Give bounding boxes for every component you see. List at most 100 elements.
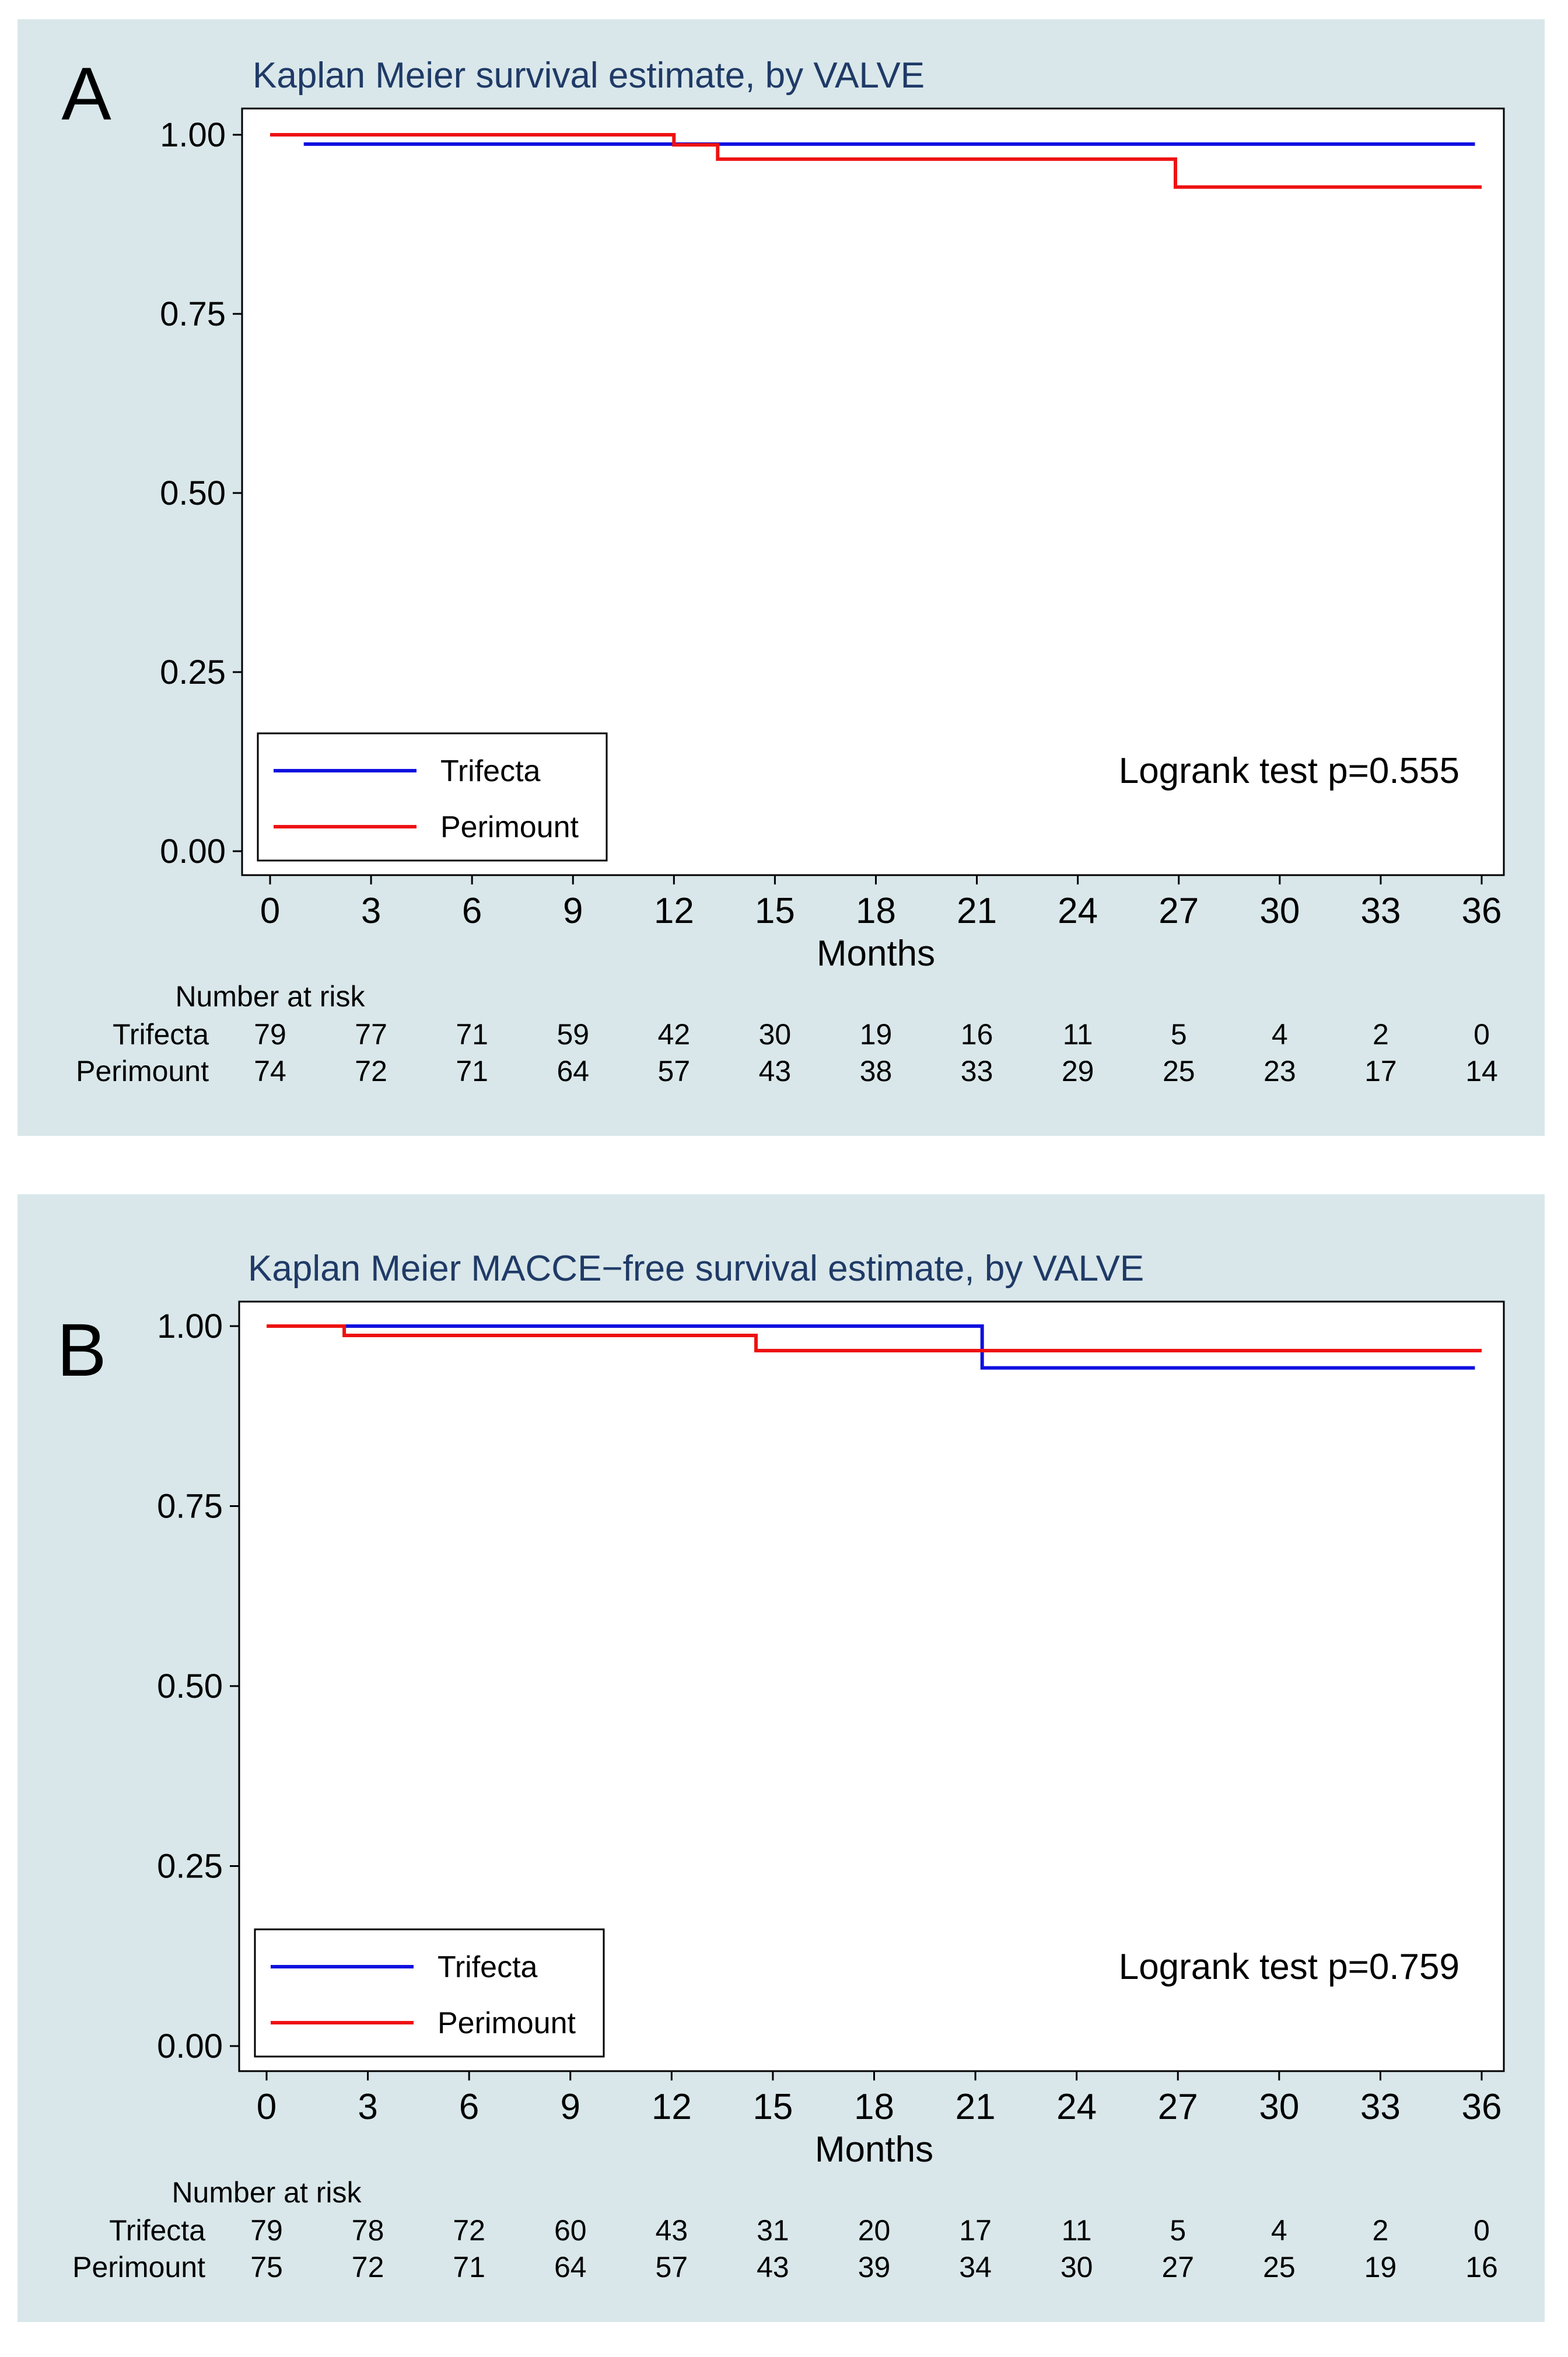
legend-label-perimount: Perimount xyxy=(440,810,579,844)
x-tick-label: 3 xyxy=(361,891,381,931)
y-tick-label: 0.50 xyxy=(157,1667,223,1705)
risk-table-title: Number at risk xyxy=(172,2176,362,2209)
series-line-trifecta xyxy=(344,1324,1475,1370)
risk-value: 29 xyxy=(1062,1055,1094,1087)
panel-a: A Kaplan Meier survival estimate, by VALV… xyxy=(18,19,1545,1136)
x-tick-label: 12 xyxy=(652,2087,692,2127)
x-tick-label: 30 xyxy=(1259,2087,1299,2127)
risk-value: 27 xyxy=(1161,2251,1194,2283)
risk-value: 31 xyxy=(757,2214,789,2247)
risk-value: 42 xyxy=(658,1018,691,1051)
y-tick-label: 0.25 xyxy=(157,1848,223,1886)
chart-title: Kaplan Meier survival estimate, by VALVE xyxy=(253,55,925,96)
risk-value: 72 xyxy=(453,2214,485,2247)
x-tick-label: 21 xyxy=(957,891,997,931)
x-tick-label: 15 xyxy=(752,2087,793,2127)
risk-value: 30 xyxy=(759,1018,792,1051)
x-axis-label: Months xyxy=(815,2129,933,2170)
x-tick-label: 6 xyxy=(462,891,482,931)
x-tick-label: 36 xyxy=(1462,891,1502,931)
risk-value: 57 xyxy=(658,1055,691,1087)
risk-value: 64 xyxy=(556,1055,589,1087)
x-tick-label: 36 xyxy=(1462,2087,1502,2127)
x-tick-label: 24 xyxy=(1058,891,1098,931)
x-tick-label: 27 xyxy=(1158,2087,1198,2127)
risk-value: 43 xyxy=(757,2251,789,2283)
risk-value: 71 xyxy=(456,1018,488,1051)
panel-letter: A xyxy=(61,53,111,136)
x-tick-label: 30 xyxy=(1259,891,1300,931)
y-tick-label: 0.25 xyxy=(160,653,226,691)
risk-row-label-trifecta: Trifecta xyxy=(113,1018,209,1051)
risk-value: 20 xyxy=(858,2214,891,2247)
risk-value: 77 xyxy=(355,1018,387,1051)
y-tick-label: 1.00 xyxy=(157,1307,223,1345)
risk-value: 64 xyxy=(554,2251,587,2283)
legend-label-trifecta: Trifecta xyxy=(440,754,541,788)
x-axis: 0 3 6 9 12 15 18 21 24 27 30 33 36 xyxy=(260,875,1502,931)
x-axis: 0 3 6 9 12 15 18 21 24 27 30 33 36 xyxy=(257,2071,1502,2127)
risk-row-label-perimount: Perimount xyxy=(72,2251,205,2283)
risk-value: 11 xyxy=(1062,2214,1092,2247)
x-tick-label: 18 xyxy=(856,891,896,931)
x-tick-label: 24 xyxy=(1056,2087,1097,2127)
chart-title: Kaplan Meier MACCE−free survival estimat… xyxy=(248,1249,1144,1289)
risk-row-label-trifecta: Trifecta xyxy=(109,2214,205,2247)
x-tick-label: 27 xyxy=(1158,891,1199,931)
risk-value: 0 xyxy=(1474,2214,1490,2247)
risk-value: 19 xyxy=(1364,2251,1397,2283)
legend-box xyxy=(257,732,608,862)
risk-value: 38 xyxy=(860,1055,892,1087)
risk-value: 0 xyxy=(1474,1018,1490,1051)
risk-value: 43 xyxy=(759,1055,792,1087)
series-line-perimount xyxy=(267,1324,1482,1352)
y-tick-label: 0.75 xyxy=(157,1488,223,1526)
logrank-annotation: Logrank test p=0.555 xyxy=(1119,751,1460,791)
risk-value: 75 xyxy=(250,2251,283,2283)
x-tick-label: 15 xyxy=(755,891,795,931)
series-line-perimount xyxy=(270,133,1482,189)
risk-value: 5 xyxy=(1171,1018,1187,1051)
panel-letter: B xyxy=(57,1309,106,1392)
risk-value: 25 xyxy=(1263,2251,1296,2283)
risk-value: 59 xyxy=(556,1018,589,1051)
risk-value: 33 xyxy=(961,1055,993,1087)
risk-value: 5 xyxy=(1170,2214,1186,2247)
legend-box xyxy=(254,1928,605,2058)
risk-value: 39 xyxy=(858,2251,891,2283)
risk-value: 2 xyxy=(1373,1018,1389,1051)
legend: Trifecta Perimount xyxy=(257,732,608,862)
survival-curves xyxy=(267,1324,1482,1370)
risk-row-label-perimount: Perimount xyxy=(76,1055,209,1087)
risk-value: 74 xyxy=(254,1055,286,1087)
risk-value: 43 xyxy=(656,2214,688,2247)
risk-value: 17 xyxy=(1364,1055,1397,1087)
y-tick-label: 0.00 xyxy=(157,2027,223,2065)
risk-value: 4 xyxy=(1272,1018,1288,1051)
risk-value: 14 xyxy=(1465,1055,1498,1087)
risk-value: 11 xyxy=(1063,1018,1093,1051)
risk-value: 79 xyxy=(250,2214,283,2247)
logrank-annotation: Logrank test p=0.759 xyxy=(1119,1947,1460,1987)
x-tick-label: 3 xyxy=(358,2087,377,2127)
risk-value: 17 xyxy=(959,2214,992,2247)
x-tick-label: 9 xyxy=(563,891,583,931)
risk-value: 16 xyxy=(1465,2251,1498,2283)
risk-value: 60 xyxy=(554,2214,587,2247)
risk-value: 78 xyxy=(352,2214,384,2247)
risk-value: 79 xyxy=(254,1018,286,1051)
x-tick-label: 9 xyxy=(561,2087,580,2127)
risk-value: 34 xyxy=(959,2251,992,2283)
x-axis-label: Months xyxy=(817,933,935,974)
y-axis: 0.00 0.25 0.50 0.75 1.00 xyxy=(160,116,242,870)
x-tick-label: 12 xyxy=(654,891,694,931)
y-tick-label: 0.00 xyxy=(160,833,226,870)
risk-value: 25 xyxy=(1163,1055,1195,1087)
x-tick-label: 0 xyxy=(260,891,280,931)
legend-label-perimount: Perimount xyxy=(438,2006,576,2040)
x-tick-label: 33 xyxy=(1360,891,1401,931)
risk-value: 72 xyxy=(355,1055,387,1087)
risk-value: 2 xyxy=(1373,2214,1389,2247)
panel-b: B Kaplan Meier MACCE−free survival estima… xyxy=(18,1194,1545,2322)
